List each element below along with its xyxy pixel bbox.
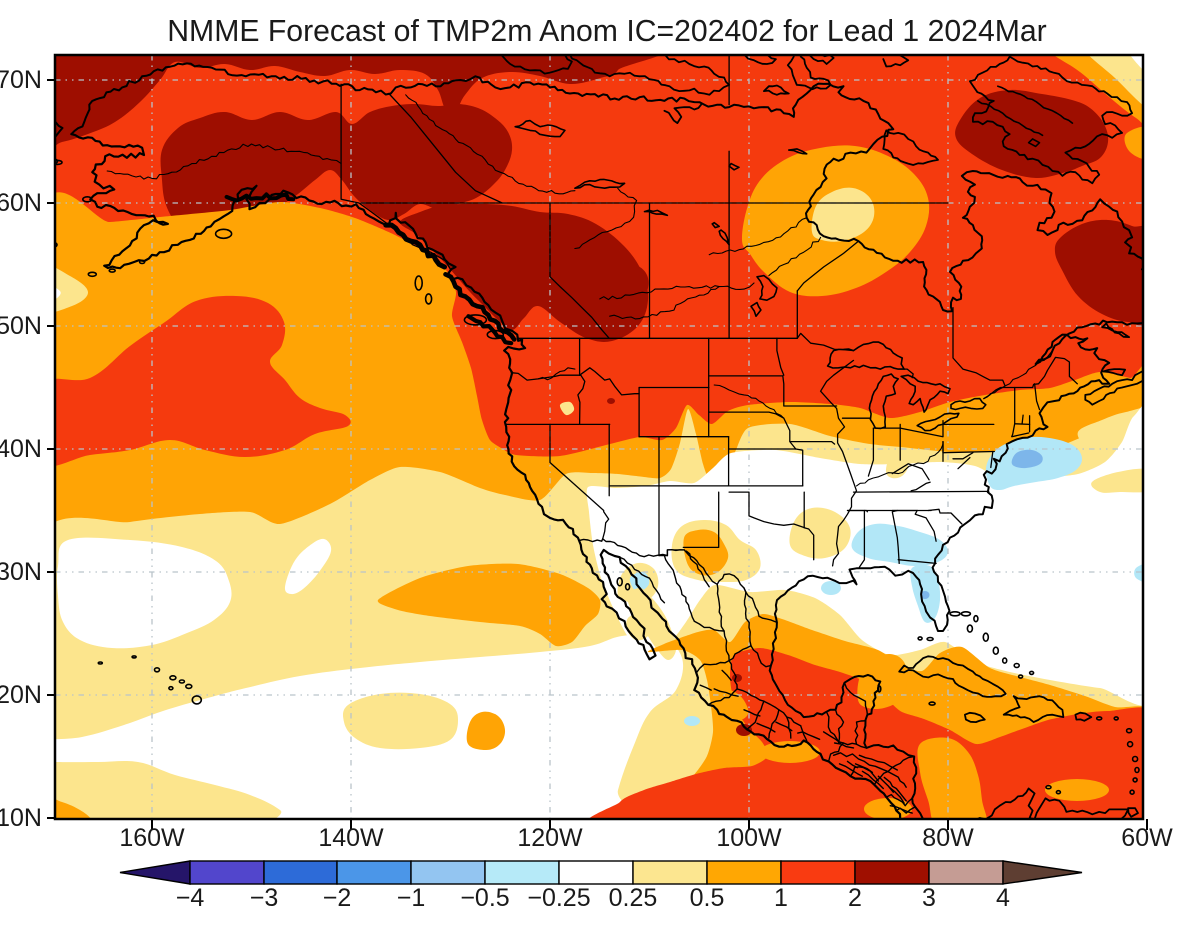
svg-text:0.25: 0.25 xyxy=(609,884,658,912)
svg-text:60W: 60W xyxy=(1121,824,1173,852)
svg-text:120W: 120W xyxy=(517,824,583,852)
svg-text:−0.5: −0.5 xyxy=(460,884,509,912)
svg-text:0.5: 0.5 xyxy=(690,884,725,912)
svg-text:−3: −3 xyxy=(250,884,279,912)
svg-text:80W: 80W xyxy=(922,824,974,852)
svg-text:10N: 10N xyxy=(0,804,42,832)
svg-text:20N: 20N xyxy=(0,681,42,709)
svg-text:−1: −1 xyxy=(397,884,426,912)
svg-text:NMME Forecast of TMP2m Anom IC: NMME Forecast of TMP2m Anom IC=202402 fo… xyxy=(167,15,1047,48)
svg-text:100W: 100W xyxy=(716,824,782,852)
svg-text:50N: 50N xyxy=(0,312,42,340)
svg-text:70N: 70N xyxy=(0,66,42,94)
svg-text:−2: −2 xyxy=(323,884,352,912)
svg-text:−0.25: −0.25 xyxy=(527,884,590,912)
svg-text:1: 1 xyxy=(774,884,788,912)
svg-text:3: 3 xyxy=(922,884,936,912)
svg-text:160W: 160W xyxy=(119,824,185,852)
svg-text:2: 2 xyxy=(848,884,862,912)
svg-text:30N: 30N xyxy=(0,558,42,586)
svg-text:40N: 40N xyxy=(0,435,42,463)
svg-text:140W: 140W xyxy=(318,824,384,852)
svg-text:60N: 60N xyxy=(0,189,42,217)
svg-text:−4: −4 xyxy=(176,884,205,912)
svg-text:4: 4 xyxy=(996,884,1010,912)
